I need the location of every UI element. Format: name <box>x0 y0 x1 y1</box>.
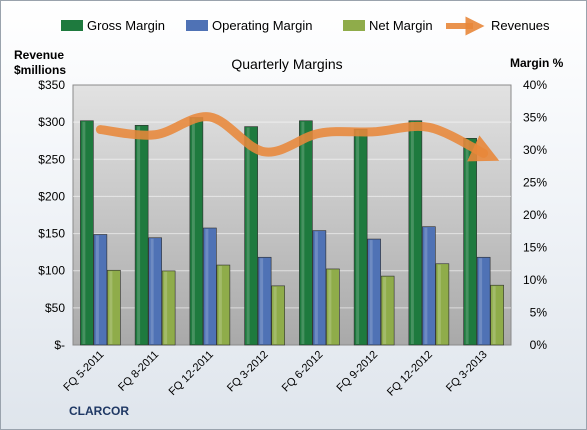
bar-highlight <box>301 121 305 344</box>
right-tick-label: 25% <box>523 176 547 190</box>
bar-operating-margin <box>148 237 162 346</box>
bar-operating-margin <box>257 256 272 346</box>
bar-highlight <box>437 264 441 344</box>
right-tick-label: 15% <box>523 241 547 255</box>
bar-highlight <box>164 271 168 344</box>
bar-highlight <box>492 286 496 344</box>
legend-label-revenues: Revenues <box>491 18 550 33</box>
legend-label-net-margin: Net Margin <box>369 18 433 33</box>
bar-highlight <box>218 266 222 344</box>
bar-gross-margin <box>80 120 94 346</box>
bar-highlight <box>273 286 277 344</box>
category-label: FQ 3-2013 <box>444 349 490 395</box>
bar-gross-margin <box>408 120 423 346</box>
left-tick-label: $250 <box>38 152 65 166</box>
bar-highlight <box>246 127 250 344</box>
bar-series <box>80 117 504 346</box>
bar-operating-margin <box>367 238 381 346</box>
right-tick-label: 5% <box>530 306 548 320</box>
bar-net-margin <box>435 263 450 346</box>
legend-swatch-net-margin <box>343 20 365 31</box>
bar-net-margin <box>271 285 285 346</box>
left-tick-label: $350 <box>38 78 65 92</box>
bar-operating-margin <box>93 234 108 346</box>
bar-net-margin <box>161 270 176 346</box>
bar-highlight <box>137 126 141 344</box>
right-tick-label: 20% <box>523 208 547 222</box>
bar-highlight <box>109 271 113 344</box>
category-label: FQ 5-2011 <box>61 349 106 394</box>
bar-net-margin <box>326 268 340 346</box>
bar-highlight <box>369 240 373 344</box>
bar-highlight <box>356 130 360 344</box>
category-label: FQ 12-2012 <box>385 349 435 399</box>
left-tick-label: $100 <box>38 264 65 278</box>
bar-highlight <box>260 258 264 344</box>
bar-gross-margin <box>463 138 477 346</box>
right-axis: 0% 5% 10% 15% 20% 25% 30% 35% 40% <box>523 78 547 352</box>
bar-operating-margin <box>312 230 327 346</box>
left-tick-label: $300 <box>38 115 65 129</box>
left-tick-label: $150 <box>38 227 65 241</box>
bar-highlight <box>328 269 332 344</box>
bar-net-margin <box>490 284 504 346</box>
bar-highlight <box>479 258 483 344</box>
bar-highlight <box>191 118 195 344</box>
category-labels: FQ 5-2011 FQ 8-2011 FQ 12-2011 FQ 3-2012 FQ … <box>61 349 489 399</box>
right-axis-title: Margin % <box>510 56 564 70</box>
left-tick-label: $50 <box>45 301 65 315</box>
category-label: FQ 12-2011 <box>167 349 216 398</box>
right-tick-label: 35% <box>523 111 547 125</box>
bar-gross-margin <box>353 128 368 346</box>
right-tick-label: 40% <box>523 78 547 92</box>
category-label: FQ 3-2012 <box>225 349 271 395</box>
bar-net-margin <box>216 264 231 346</box>
right-tick-label: 30% <box>523 143 547 157</box>
right-tick-label: 10% <box>523 273 547 287</box>
bar-net-margin <box>380 275 395 346</box>
bar-net-margin <box>107 269 121 346</box>
legend-swatch-gross-margin <box>61 20 83 31</box>
left-axis: $- $50 $100 $150 $200 $250 $300 $350 <box>38 78 65 352</box>
bar-highlight <box>95 235 99 344</box>
bar-highlight <box>150 238 154 344</box>
left-tick-label: $- <box>54 338 65 352</box>
legend-label-operating-margin: Operating Margin <box>212 18 312 33</box>
left-axis-title-line2: $millions <box>14 63 66 77</box>
company-label: CLARCOR <box>69 404 129 418</box>
right-tick-label: 0% <box>530 338 548 352</box>
revenues-line <box>95 112 500 162</box>
bar-gross-margin <box>134 125 149 346</box>
chart-title: Quarterly Margins <box>231 56 342 72</box>
legend-swatch-operating-margin <box>186 20 208 31</box>
bar-highlight <box>410 121 414 344</box>
bar-highlight <box>82 121 86 344</box>
left-tick-label: $200 <box>38 189 65 203</box>
bar-highlight <box>424 227 428 344</box>
category-label: FQ 9-2012 <box>335 349 381 395</box>
bar-operating-margin <box>203 227 217 346</box>
bar-highlight <box>465 139 469 344</box>
bar-gross-margin <box>299 120 313 346</box>
bar-gross-margin <box>189 117 204 346</box>
bar-highlight <box>314 231 318 344</box>
bar-operating-margin <box>422 226 436 346</box>
bar-highlight <box>383 277 387 344</box>
line-revenues <box>95 112 500 162</box>
category-label: FQ 6-2012 <box>280 349 326 395</box>
category-label: FQ 8-2011 <box>116 349 161 394</box>
bar-operating-margin <box>476 256 491 346</box>
bar-highlight <box>205 229 209 344</box>
legend-label-gross-margin: Gross Margin <box>87 18 165 33</box>
chart-legend: Gross Margin Operating Margin Net Margin… <box>61 16 550 36</box>
bar-gross-margin <box>244 126 258 346</box>
left-axis-title-line1: Revenue <box>14 48 64 62</box>
